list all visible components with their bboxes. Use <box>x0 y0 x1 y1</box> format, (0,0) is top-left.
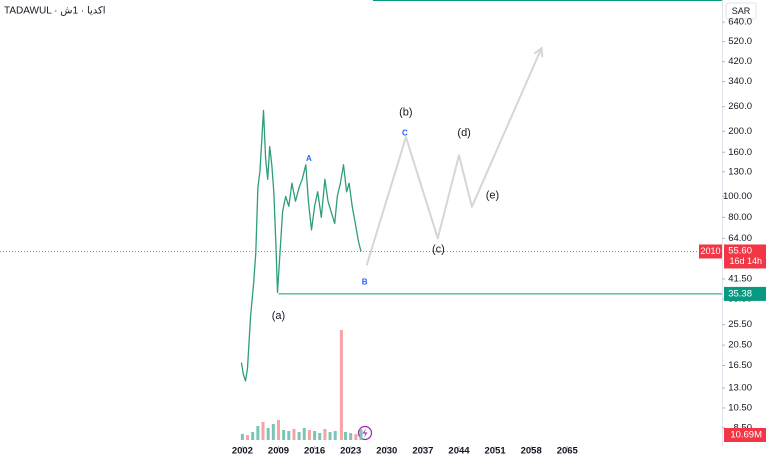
y-tick-label: 13.00 <box>728 382 752 393</box>
wave-label: B <box>362 277 368 286</box>
x-tick-label: 2037 <box>412 446 433 457</box>
events-icon-bolt <box>362 428 368 438</box>
y-tick-label: 25.50 <box>728 319 752 330</box>
volume-bar <box>307 430 311 440</box>
volume-bar <box>328 432 332 440</box>
x-tick-label: 2051 <box>485 446 507 457</box>
volume-bar <box>271 424 275 440</box>
countdown-label: 16d 14h <box>729 256 762 266</box>
y-tick-label: 20.50 <box>728 340 752 351</box>
volume-bar <box>261 422 265 440</box>
y-tick-label: 10.50 <box>728 402 752 413</box>
y-tick-label: 520.0 <box>728 36 752 47</box>
y-tick-label: 130.0 <box>728 166 752 177</box>
wave-label: (d) <box>457 127 470 139</box>
volume-bar <box>354 434 358 440</box>
projection-arrowhead <box>533 46 544 58</box>
x-tick-label: 2030 <box>376 446 397 457</box>
volume-bar <box>276 420 280 440</box>
support-price-label: 35.38 <box>728 288 752 299</box>
y-tick-label: 260.0 <box>728 101 752 112</box>
volume-bar <box>282 430 286 440</box>
y-tick-label: 16.50 <box>728 360 752 371</box>
volume-last-label: 10.69M <box>730 430 762 441</box>
currency-label[interactable]: SAR <box>732 6 751 16</box>
volume-bar <box>349 433 353 440</box>
y-tick-label: 100.00 <box>723 191 752 202</box>
y-tick-label: 8.50 <box>734 422 753 433</box>
volume-bar <box>313 431 317 440</box>
wave-projection <box>365 47 543 266</box>
last-price-box <box>724 244 766 269</box>
wave-label: A <box>306 154 312 163</box>
y-tick-label: 640.0 <box>728 17 752 28</box>
volume-bar <box>318 433 322 440</box>
x-tick-label: 2023 <box>340 446 361 457</box>
volume-bar <box>297 432 301 440</box>
symbol-code: 2010 <box>700 246 720 256</box>
volume-bar <box>240 434 244 440</box>
volume-bar <box>251 432 255 440</box>
wave-label: (a) <box>272 310 285 322</box>
volume-bar <box>266 428 270 440</box>
price-line <box>240 109 362 382</box>
volume-bar <box>359 429 363 440</box>
volume-bar <box>256 426 260 440</box>
last-price-label: 55.60 <box>728 245 752 256</box>
x-tick-label: 2009 <box>268 446 289 457</box>
volume-bar <box>246 435 250 440</box>
y-tick-label: 340.0 <box>728 76 752 87</box>
volume-bar <box>302 428 306 440</box>
y-tick-label: 80.00 <box>728 212 752 223</box>
volume-bar <box>333 431 337 440</box>
volume-bar <box>344 432 348 440</box>
volume-bar <box>292 429 296 440</box>
symbol-code-box <box>699 244 722 259</box>
y-tick-label: 200.0 <box>728 126 752 137</box>
x-tick-label: 2058 <box>521 446 542 457</box>
x-tick-label: 2065 <box>557 446 579 457</box>
volume-last-box <box>724 428 766 442</box>
volume-bar <box>323 429 327 440</box>
wave-label: (c) <box>432 244 445 256</box>
y-tick-label: 64.00 <box>728 233 752 244</box>
volume-bar <box>339 330 343 440</box>
y-tick-label: 420.0 <box>728 56 752 67</box>
wave-label: C <box>402 128 408 137</box>
x-tick-label: 2016 <box>304 446 325 457</box>
y-tick-label: 41.50 <box>728 273 752 284</box>
support-price-box <box>724 286 766 301</box>
currency-button[interactable] <box>725 2 757 20</box>
wave-label: (b) <box>399 107 412 119</box>
x-tick-label: 2002 <box>232 446 253 457</box>
x-tick-label: 2044 <box>448 446 470 457</box>
wave-label: (e) <box>486 189 499 201</box>
exchange-label: TADAWUL · اكديا · 1ش <box>4 6 106 17</box>
volume-bar <box>287 431 291 440</box>
y-tick-label: 160.0 <box>728 147 752 158</box>
